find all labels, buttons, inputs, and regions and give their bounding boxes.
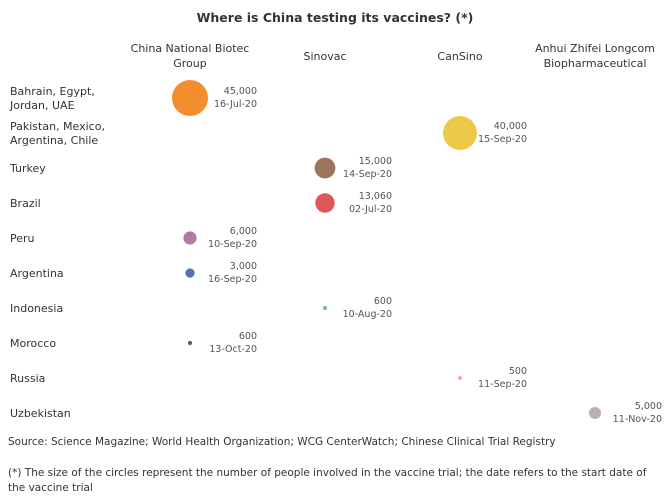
date-label: 16-Sep-20 — [208, 274, 257, 285]
row-labels: Bahrain, Egypt, Jordan, UAE Pakistan, Mexi… — [9, 85, 105, 420]
bubble — [185, 268, 195, 278]
row-label: Morocco — [10, 337, 56, 350]
row-label: Turkey — [9, 162, 46, 175]
row-label: Bahrain, Egypt, Jordan, UAE — [9, 85, 95, 112]
source-note: Source: Science Magazine; World Health O… — [8, 436, 556, 448]
chart-title: Where is China testing its vaccines? (*) — [196, 10, 474, 25]
column-header: China National Biotec Group — [131, 42, 250, 70]
footnote: (*) The size of the circles represent th… — [8, 467, 647, 494]
date-label: 13-Oct-20 — [209, 344, 257, 355]
participants-label: 500 — [509, 366, 527, 377]
row-label: Indonesia — [10, 302, 63, 315]
column-header: CanSino — [437, 50, 482, 63]
bubble — [172, 80, 208, 116]
date-label: 11-Sep-20 — [478, 379, 527, 390]
column-headers: China National Biotec Group Sinovac CanSino… — [131, 42, 655, 70]
participants-label: 3,000 — [230, 261, 257, 272]
bubbles — [172, 80, 601, 419]
participants-label: 45,000 — [224, 86, 257, 97]
bubble — [187, 340, 193, 346]
bubble — [315, 193, 335, 213]
date-label: 11-Nov-20 — [613, 414, 662, 425]
row-label: Brazil — [10, 197, 41, 210]
participants-label: 6,000 — [230, 226, 257, 237]
participants-label: 600 — [374, 296, 392, 307]
participants-label: 13,060 — [359, 191, 392, 202]
bubble — [589, 407, 601, 419]
date-label: 14-Sep-20 — [343, 169, 392, 180]
participants-label: 5,000 — [635, 401, 662, 412]
date-label: 16-Jul-20 — [214, 99, 257, 110]
bubble — [458, 376, 462, 380]
date-label: 15-Sep-20 — [478, 134, 527, 145]
row-label: Russia — [10, 372, 45, 385]
value-labels: 45,000 16-Jul-20 40,000 15-Sep-20 15,000 14-S… — [208, 86, 662, 425]
participants-label: 40,000 — [494, 121, 527, 132]
row-label: Argentina — [10, 267, 64, 280]
participants-label: 600 — [239, 331, 257, 342]
bubble — [183, 231, 197, 245]
bubble — [314, 157, 336, 179]
column-header: Anhui Zhifei Longcom Biopharmaceutical — [535, 42, 655, 70]
bubble — [443, 116, 477, 150]
row-label: Uzbekistan — [10, 407, 71, 420]
date-label: 10-Aug-20 — [343, 309, 392, 320]
date-label: 02-Jul-20 — [349, 204, 392, 215]
column-header: Sinovac — [303, 50, 346, 63]
date-label: 10-Sep-20 — [208, 239, 257, 250]
participants-label: 15,000 — [359, 156, 392, 167]
row-label: Peru — [10, 232, 35, 245]
row-label: Pakistan, Mexico, Argentina, Chile — [10, 120, 105, 147]
bubble — [322, 305, 328, 311]
